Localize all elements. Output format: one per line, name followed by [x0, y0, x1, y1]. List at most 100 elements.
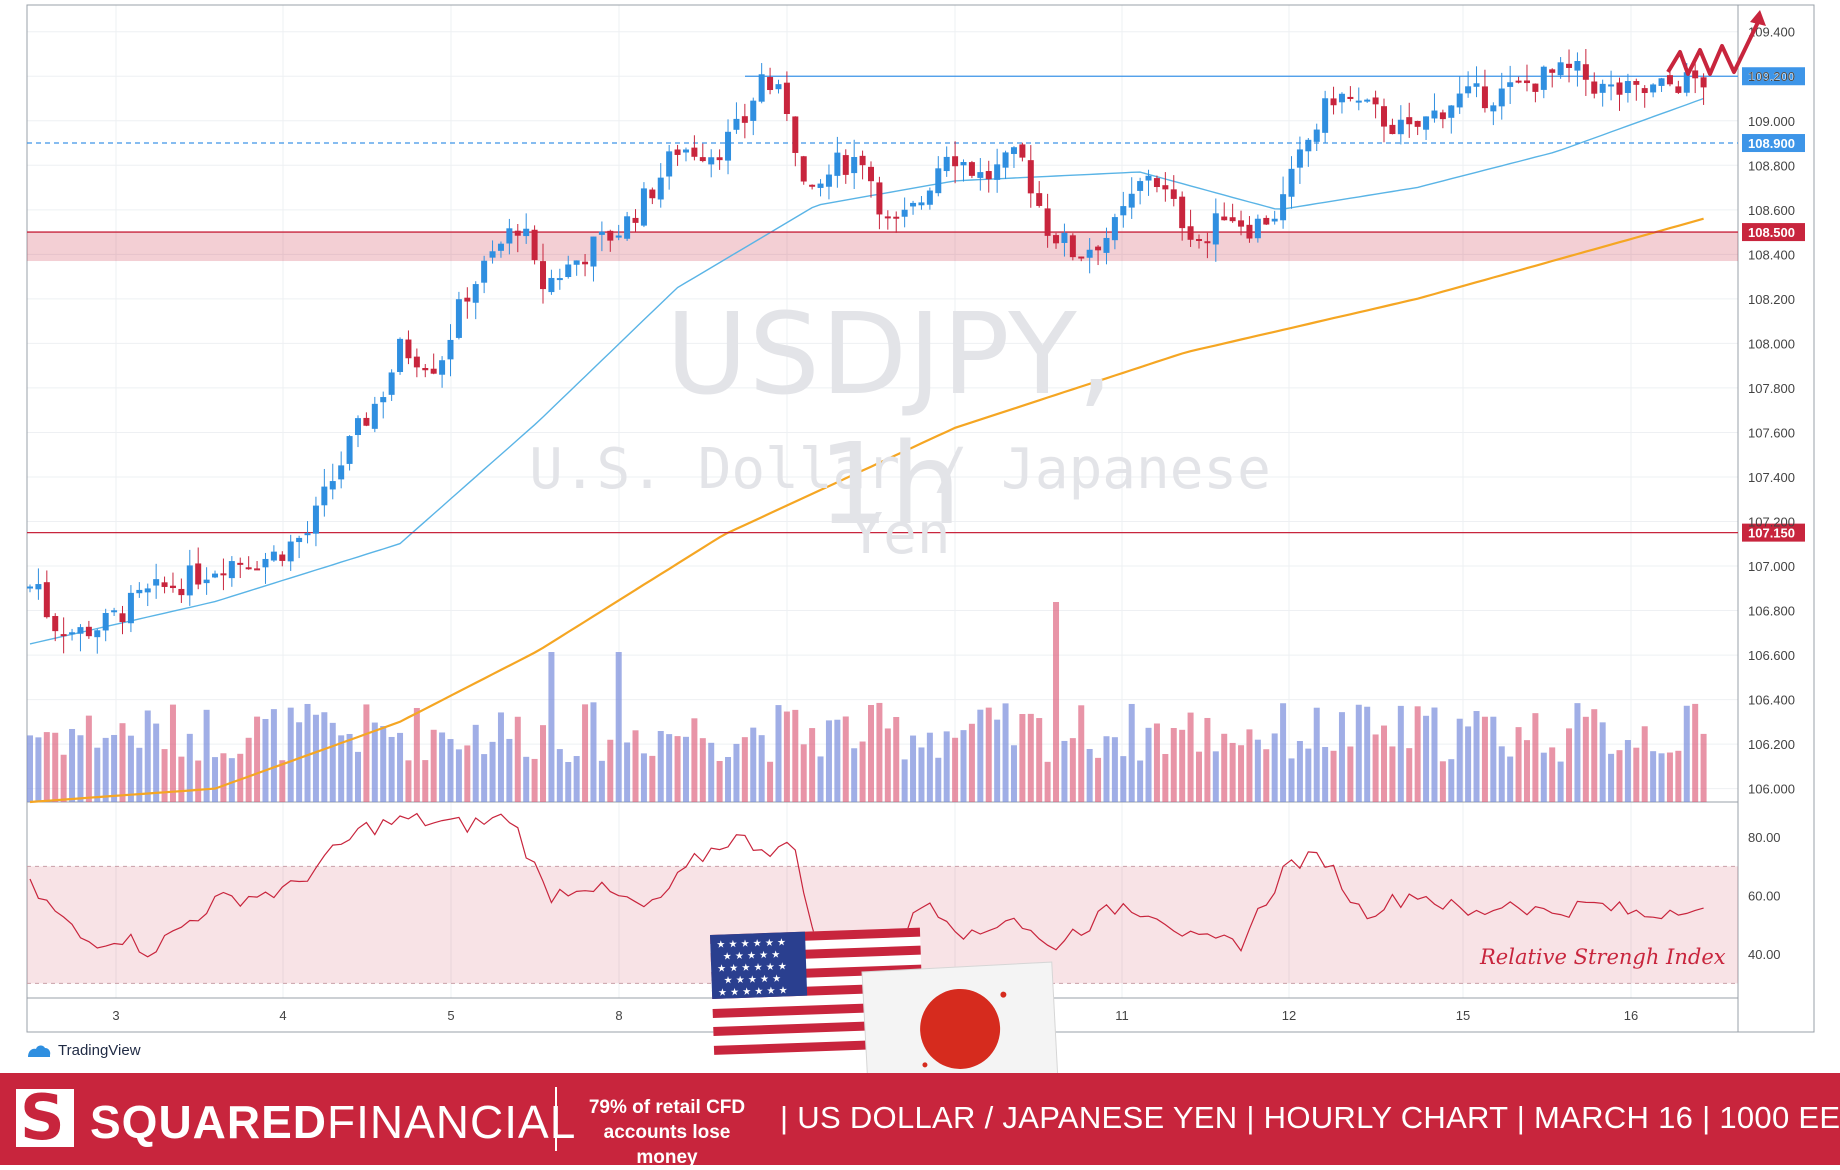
candle-body [35, 584, 42, 590]
candle-body [884, 216, 891, 219]
volume-bar [1153, 723, 1160, 802]
brand-thin: FINANCIAL [327, 1096, 577, 1148]
price-chart: 109.200 108.900 108.500 107.150 80.00 60.00 4… [26, 4, 1815, 1073]
volume-bar [1591, 709, 1598, 802]
volume-bar [1187, 712, 1194, 802]
candle-body [354, 418, 361, 436]
volume-bar [338, 735, 345, 802]
candle-body [985, 171, 992, 180]
candle-body [632, 217, 639, 223]
volume-bar [237, 753, 244, 802]
volume-bar [733, 743, 740, 802]
volume-bar [1574, 703, 1581, 802]
candle-body [1187, 226, 1194, 240]
volume-bar [455, 749, 462, 802]
candle-body [1666, 75, 1673, 85]
volume-bar [960, 730, 967, 802]
candle-body [1700, 77, 1707, 88]
volume-bar [1523, 740, 1530, 802]
candle-body [968, 162, 975, 176]
volume-bar [1036, 718, 1043, 802]
brand-bold: SQUARED [90, 1096, 328, 1148]
volume-bar [1633, 747, 1640, 802]
volume-bar [127, 735, 134, 802]
volume-bar [775, 705, 782, 802]
level-tag [1742, 67, 1805, 86]
candle-body [60, 634, 67, 637]
candle-body [304, 533, 311, 536]
volume-bar [77, 735, 84, 802]
volume-bar [1128, 703, 1135, 802]
level-tag-label: 108.500 [1748, 225, 1795, 240]
time-tick-label: 11 [1115, 1008, 1129, 1023]
volume-bar [43, 732, 50, 802]
volume-bar [598, 760, 605, 802]
price-tick-label: 108.600 [1748, 203, 1795, 218]
volume-bar [834, 719, 841, 802]
candle-body [960, 162, 967, 166]
volume-bar [161, 749, 168, 802]
volume-bar [1650, 751, 1657, 802]
candle-body [405, 339, 412, 359]
volume-bar [548, 652, 555, 802]
candle-body [1591, 81, 1598, 94]
svg-text:★ ★ ★ ★ ★ ★: ★ ★ ★ ★ ★ ★ [716, 937, 786, 950]
candle-body [1254, 218, 1261, 239]
candle-body [52, 616, 59, 632]
candle-body [682, 149, 689, 153]
volume-bar [228, 758, 235, 802]
volume-bar [1044, 761, 1051, 802]
candle-body [1532, 83, 1539, 92]
risk-warning: 79% of retail CFD accounts lose money [588, 1097, 746, 1168]
volume-bar [1069, 738, 1076, 802]
volume-bar [1582, 716, 1589, 802]
volume-bar [918, 747, 925, 802]
candle-body [1069, 235, 1076, 258]
volume-bar [447, 739, 454, 802]
price-tick-label: 108.800 [1748, 158, 1795, 173]
candle-body [1179, 196, 1186, 229]
footer-banner: S SQUAREDFINANCIAL 79% of retail CFD acc… [0, 1073, 1840, 1168]
volume-bar [254, 716, 261, 802]
candle-body [1481, 86, 1488, 109]
tradingview-logo[interactable]: TradingView [26, 1042, 141, 1059]
candle-body [1263, 217, 1270, 225]
time-tick-label: 8 [615, 1008, 622, 1023]
candle-body [775, 84, 782, 90]
candle-body [136, 589, 143, 594]
candle-body [1490, 105, 1497, 112]
price-tick-label: 106.200 [1748, 737, 1795, 752]
volume-bar [489, 741, 496, 802]
volume-bar [590, 702, 597, 802]
volume-bar [169, 704, 176, 802]
volume-bar [1019, 714, 1026, 802]
candle-body [514, 230, 521, 236]
watermark-symbol: USDJPY, 1h [665, 290, 1115, 550]
svg-text:★ ★ ★ ★ ★ ★: ★ ★ ★ ★ ★ ★ [717, 961, 787, 974]
price-tick-label: 106.000 [1748, 782, 1795, 797]
candle-body [598, 231, 605, 235]
candle-body [1599, 83, 1606, 93]
candle-body [69, 632, 76, 635]
candle-body [767, 77, 774, 91]
volume-bar [1145, 727, 1152, 802]
candle-body [1355, 100, 1362, 103]
candle-body [531, 229, 538, 261]
volume-bar [1170, 728, 1177, 802]
volume-bar [1322, 747, 1329, 802]
candle-body [590, 236, 597, 267]
volume-bar [540, 725, 547, 802]
flags: ★ ★ ★ ★ ★ ★ ★ ★ ★ ★ ★ ★ ★ ★ ★ ★ ★ ★ ★ ★ … [710, 927, 1059, 1073]
candle-body [27, 586, 33, 589]
volume-bar [69, 728, 76, 802]
candle-body [582, 261, 589, 265]
arrow-head-icon [1750, 10, 1766, 26]
price-tick-label: 108.400 [1748, 247, 1795, 262]
volume-bar [725, 756, 732, 802]
candle-body [1566, 63, 1573, 68]
candle-body [1465, 86, 1472, 94]
volume-bar [573, 756, 580, 802]
volume-bar [1608, 753, 1615, 802]
volume-bar [1498, 746, 1505, 802]
volume-bar [1406, 748, 1413, 802]
